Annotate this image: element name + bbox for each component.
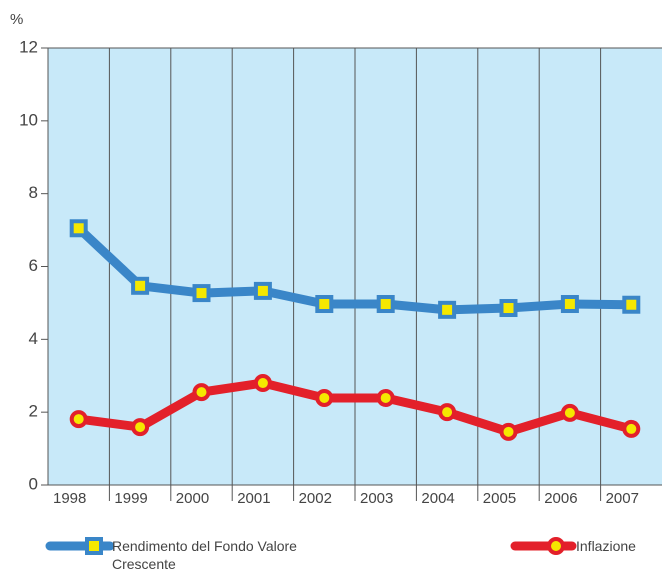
x-tick-label: 2002	[299, 490, 332, 507]
y-axis-label: %	[10, 11, 23, 28]
x-tick-label: 2004	[421, 490, 454, 507]
marker	[192, 383, 211, 402]
x-tick-label: 1998	[53, 490, 86, 507]
legend-marker	[85, 537, 103, 555]
y-tick-label: 2	[29, 402, 38, 421]
y-tick-label: 4	[29, 329, 38, 348]
marker	[315, 388, 334, 407]
legend-marker	[547, 537, 565, 555]
marker	[376, 388, 395, 407]
marker	[253, 374, 272, 393]
marker	[499, 422, 518, 441]
marker	[253, 281, 272, 300]
marker	[69, 219, 88, 238]
line	[78, 378, 633, 437]
marker	[192, 284, 211, 303]
marker	[499, 299, 518, 318]
x-tick-label: 2000	[176, 490, 209, 507]
marker	[69, 410, 88, 429]
marker	[315, 295, 334, 314]
legend-label: Rendimento del Fondo Valore Crescente	[112, 538, 297, 572]
x-tick-label: 2006	[544, 490, 577, 507]
legend-label: Inflazione	[576, 538, 636, 554]
y-tick-label: 8	[29, 183, 38, 202]
line	[75, 224, 632, 315]
marker	[560, 403, 579, 422]
marker	[560, 295, 579, 314]
marker	[622, 419, 641, 438]
x-tick-label: 2001	[237, 490, 270, 507]
x-tick-label: 2003	[360, 490, 393, 507]
y-tick-label: 12	[19, 37, 38, 56]
y-tick-label: 10	[19, 110, 38, 129]
x-tick-label: 2007	[606, 490, 639, 507]
y-tick-label: 0	[29, 474, 38, 493]
x-tick-label: 2005	[483, 490, 516, 507]
marker	[622, 295, 641, 314]
marker	[376, 295, 395, 314]
marker	[131, 418, 150, 437]
x-tick-label: 1999	[114, 490, 147, 507]
y-tick-label: 6	[29, 256, 38, 275]
marker	[438, 403, 457, 422]
marker	[131, 276, 150, 295]
marker	[438, 300, 457, 319]
